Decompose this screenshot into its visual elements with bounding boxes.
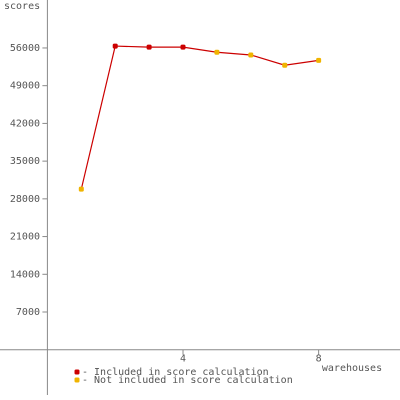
data-point (282, 62, 288, 68)
legend-label: - Included in score calculation (82, 367, 269, 378)
data-point (214, 49, 220, 55)
x-tick-label: 8 (316, 354, 322, 365)
data-point (146, 44, 152, 50)
data-point (316, 57, 322, 63)
x-axis-label: warehouses (322, 363, 382, 374)
data-point (112, 43, 118, 49)
y-tick-label: 14000 (10, 269, 40, 280)
data-point (248, 52, 254, 58)
legend-marker (74, 369, 80, 375)
y-tick-label: 7000 (16, 307, 40, 318)
y-tick-label: 21000 (10, 232, 40, 243)
data-point (180, 44, 186, 50)
y-axis-label: scores (4, 1, 40, 12)
y-tick-label: 56000 (10, 43, 40, 54)
y-tick-label: 49000 (10, 81, 40, 92)
x-tick-label: 4 (180, 354, 186, 365)
legend-marker (74, 377, 80, 383)
legend-label: - Not included in score calculation (82, 375, 293, 386)
series-line (80, 45, 319, 190)
data-point (78, 186, 84, 192)
y-tick-label: 28000 (10, 194, 40, 205)
y-tick-label: 35000 (10, 156, 40, 167)
y-tick-label: 42000 (10, 118, 40, 129)
